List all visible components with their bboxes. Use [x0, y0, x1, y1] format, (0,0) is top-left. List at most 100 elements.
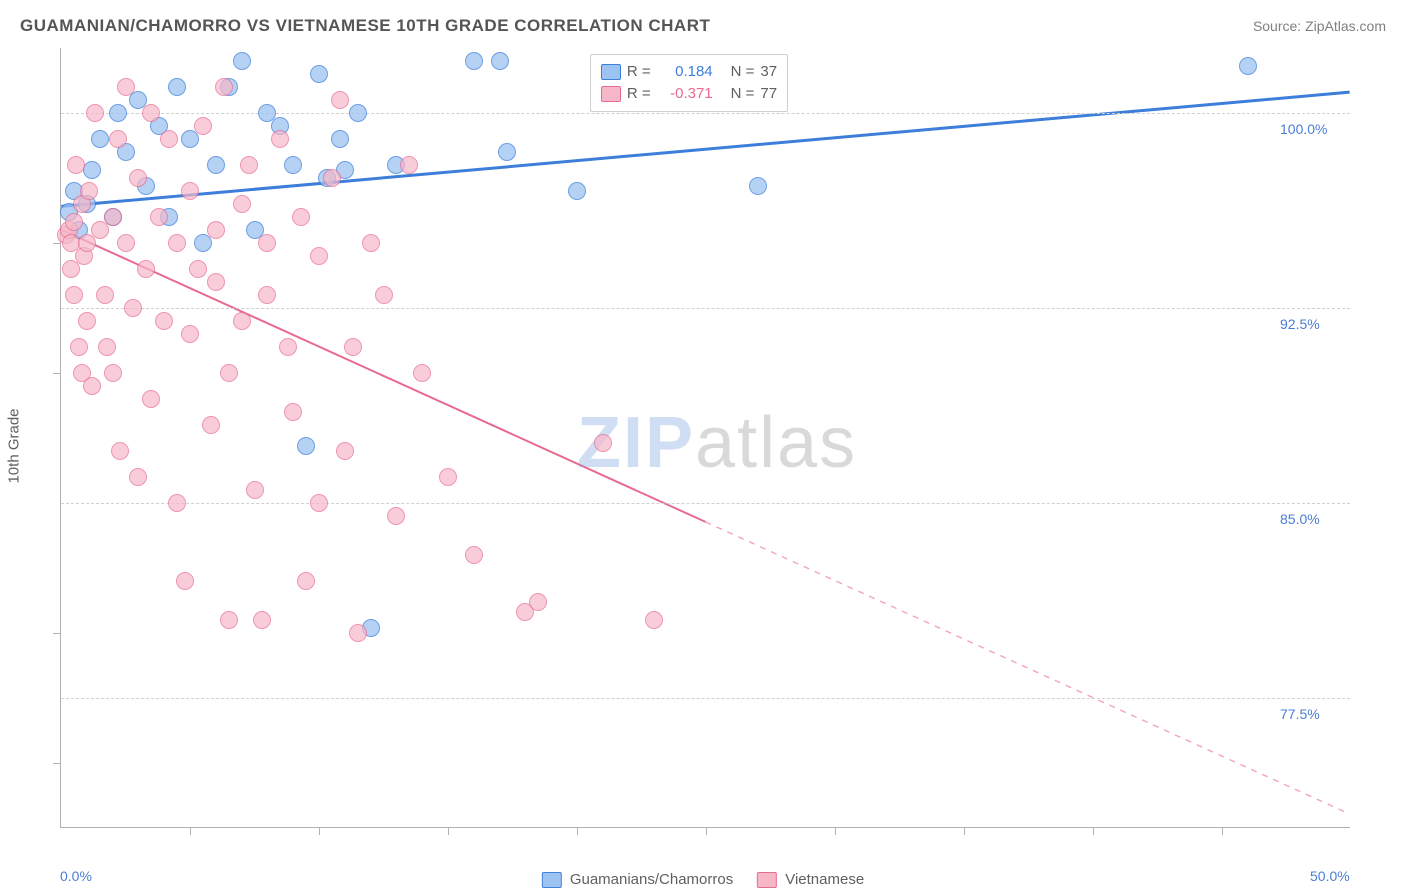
legend-swatch — [757, 872, 777, 888]
scatter-point — [78, 312, 96, 330]
scatter-point — [129, 169, 147, 187]
scatter-point — [104, 208, 122, 226]
series-legend: Guamanians/Chamorros Vietnamese — [542, 871, 864, 888]
scatter-point — [413, 364, 431, 382]
legend-swatch — [542, 872, 562, 888]
scatter-point — [109, 130, 127, 148]
scatter-point — [375, 286, 393, 304]
x-tick — [706, 827, 707, 835]
scatter-point — [349, 104, 367, 122]
scatter-point — [65, 286, 83, 304]
legend-n-label: N = — [731, 83, 755, 105]
y-tick-label: 92.5% — [1280, 316, 1320, 332]
plot-area: ZIPatlas R =0.184N =37R =-0.371N =77 — [60, 48, 1350, 828]
scatter-point — [207, 221, 225, 239]
scatter-point — [292, 208, 310, 226]
scatter-point — [362, 234, 380, 252]
scatter-point — [336, 442, 354, 460]
scatter-point — [117, 78, 135, 96]
scatter-point — [279, 338, 297, 356]
legend-n-value: 77 — [760, 83, 777, 105]
scatter-point — [220, 364, 238, 382]
scatter-point — [465, 546, 483, 564]
watermark: ZIPatlas — [577, 402, 857, 484]
scatter-point — [246, 481, 264, 499]
scatter-point — [207, 273, 225, 291]
source-label: Source: ZipAtlas.com — [1253, 18, 1386, 34]
scatter-point — [439, 468, 457, 486]
x-tick — [1093, 827, 1094, 835]
scatter-point — [83, 377, 101, 395]
scatter-point — [111, 442, 129, 460]
legend-n-value: 37 — [760, 61, 777, 83]
gridline-h — [61, 698, 1350, 699]
scatter-point — [645, 611, 663, 629]
scatter-point — [215, 78, 233, 96]
scatter-point — [137, 260, 155, 278]
scatter-point — [124, 299, 142, 317]
scatter-point — [91, 130, 109, 148]
scatter-point — [349, 624, 367, 642]
scatter-point — [65, 213, 83, 231]
legend-item: Guamanians/Chamorros — [542, 871, 733, 888]
scatter-point — [220, 611, 238, 629]
x-tick — [190, 827, 191, 835]
x-tick-label: 50.0% — [1310, 868, 1350, 884]
legend-row: R =0.184N =37 — [601, 61, 777, 83]
scatter-point — [176, 572, 194, 590]
scatter-point — [749, 177, 767, 195]
scatter-point — [202, 416, 220, 434]
legend-n-label: N = — [731, 61, 755, 83]
scatter-point — [96, 286, 114, 304]
scatter-point — [70, 338, 88, 356]
scatter-point — [168, 234, 186, 252]
y-tick-label: 85.0% — [1280, 511, 1320, 527]
scatter-point — [233, 195, 251, 213]
scatter-point — [83, 161, 101, 179]
scatter-point — [168, 78, 186, 96]
legend-label: Vietnamese — [785, 871, 864, 888]
y-tick — [53, 633, 61, 634]
trend-line-solid — [61, 230, 705, 522]
scatter-point — [387, 507, 405, 525]
scatter-point — [181, 325, 199, 343]
scatter-point — [207, 156, 225, 174]
scatter-point — [117, 234, 135, 252]
scatter-point — [258, 234, 276, 252]
scatter-point — [1239, 57, 1257, 75]
gridline-h — [61, 308, 1350, 309]
chart-title: GUAMANIAN/CHAMORRO VS VIETNAMESE 10TH GR… — [20, 16, 710, 36]
scatter-point — [323, 169, 341, 187]
scatter-point — [104, 364, 122, 382]
scatter-point — [160, 130, 178, 148]
scatter-point — [498, 143, 516, 161]
x-tick — [577, 827, 578, 835]
scatter-point — [271, 130, 289, 148]
scatter-point — [168, 494, 186, 512]
chart-container: GUAMANIAN/CHAMORRO VS VIETNAMESE 10TH GR… — [0, 0, 1406, 892]
scatter-point — [310, 65, 328, 83]
scatter-point — [465, 52, 483, 70]
scatter-point — [331, 130, 349, 148]
y-tick — [53, 763, 61, 764]
scatter-point — [98, 338, 116, 356]
legend-swatch — [601, 86, 621, 102]
scatter-point — [284, 156, 302, 174]
scatter-point — [109, 104, 127, 122]
legend-r-value: 0.184 — [657, 61, 713, 83]
trend-line-dashed — [706, 522, 1350, 814]
scatter-point — [297, 437, 315, 455]
correlation-legend: R =0.184N =37R =-0.371N =77 — [590, 54, 788, 112]
scatter-point — [529, 593, 547, 611]
scatter-point — [491, 52, 509, 70]
x-tick — [964, 827, 965, 835]
x-tick — [319, 827, 320, 835]
scatter-point — [129, 468, 147, 486]
x-tick — [835, 827, 836, 835]
scatter-point — [240, 156, 258, 174]
y-tick-label: 77.5% — [1280, 706, 1320, 722]
scatter-point — [331, 91, 349, 109]
x-tick-label: 0.0% — [60, 868, 92, 884]
scatter-point — [86, 104, 104, 122]
y-tick-label: 100.0% — [1280, 121, 1327, 137]
